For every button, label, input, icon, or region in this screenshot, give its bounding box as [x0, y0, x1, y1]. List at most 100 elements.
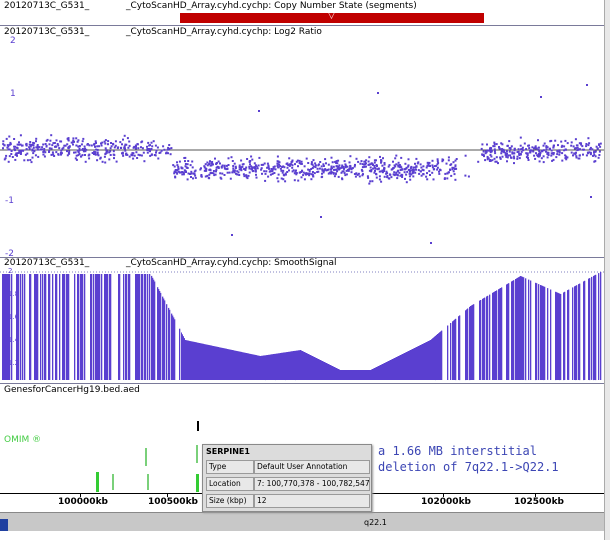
log2-point: [349, 164, 352, 167]
log2-point: [491, 159, 494, 162]
smooth-signal-bar: [419, 345, 420, 380]
smooth-signal-bar: [49, 274, 51, 380]
log2-point: [128, 140, 131, 143]
log2-point: [482, 153, 485, 156]
log2-point: [35, 137, 38, 140]
smooth-signal-bar: [260, 356, 261, 380]
chromosome-band-strip[interactable]: q22.1: [0, 512, 604, 531]
vertical-scrollbar[interactable]: [604, 0, 610, 540]
log2-point: [300, 160, 303, 163]
omim-feature[interactable]: [196, 474, 199, 492]
smooth-signal-bar: [420, 345, 421, 380]
log2-point: [382, 157, 384, 160]
smooth-signal-bar: [371, 369, 372, 380]
log2-point: [332, 172, 335, 175]
log2-point: [267, 175, 270, 178]
log2-point: [399, 174, 402, 177]
log2-point: [506, 160, 508, 163]
log2-ratio-plot[interactable]: [0, 26, 610, 258]
log2-point: [77, 154, 80, 157]
log2-point: [211, 162, 213, 165]
smooth-signal-bar: [479, 300, 481, 380]
log2-point: [518, 154, 521, 157]
log2-point: [588, 151, 591, 154]
smooth-signal-bar: [459, 315, 461, 381]
smooth-signal-bar: [274, 353, 275, 380]
log2-point: [78, 147, 81, 150]
smooth-signal-bar: [391, 359, 392, 380]
log2-points: [2, 84, 602, 244]
smooth-signal-bar: [282, 352, 283, 380]
smooth-signal-bar: [8, 274, 10, 380]
log2-point: [356, 173, 359, 176]
smooth-signal-bar: [3, 274, 5, 380]
popup-value: Default User Annotation: [254, 460, 370, 474]
smooth-signal-bar: [82, 274, 84, 380]
log2-point: [289, 163, 292, 166]
smooth-signal-bar: [413, 348, 414, 380]
log2-point: [550, 139, 553, 142]
log2-point: [500, 148, 503, 151]
smooth-signal-bar: [575, 285, 577, 381]
smooth-signal-bar: [300, 350, 301, 380]
omim-feature[interactable]: [96, 472, 99, 492]
smooth-signal-bar: [426, 342, 427, 380]
log2-point: [401, 176, 404, 178]
smooth-signal-bar: [405, 352, 406, 380]
log2-point: [14, 158, 17, 161]
log2-point: [355, 172, 358, 175]
log2-point: [28, 147, 31, 150]
smooth-signal-bar: [403, 353, 404, 380]
smooth-signal-bar: [344, 370, 345, 380]
log2-point: [96, 148, 99, 151]
smooth-signal-plot[interactable]: [0, 268, 610, 384]
omim-feature[interactable]: [147, 474, 149, 490]
smooth-signal-bar: [494, 291, 496, 380]
copy-number-segment-bar[interactable]: ▽: [180, 11, 484, 23]
smooth-signal-bar: [454, 319, 456, 380]
log2-point: [581, 145, 584, 148]
log2-point: [262, 163, 265, 166]
log2-point: [50, 147, 53, 150]
annotation-line-1: a 1.66 MB interstitial: [378, 444, 537, 458]
smooth-signal-bar: [563, 292, 565, 381]
log2-point: [452, 161, 455, 164]
log2-point: [341, 178, 344, 181]
axis-tick: [443, 493, 444, 497]
log2-point: [455, 167, 458, 170]
log2-point: [441, 160, 444, 163]
log2-point: [350, 171, 353, 174]
log2-point: [8, 148, 11, 151]
smooth-signal-bar: [327, 363, 328, 380]
log2-point: [255, 173, 257, 176]
omim-feature[interactable]: [196, 445, 198, 463]
log2-point: [232, 169, 235, 172]
log2-point: [305, 173, 307, 176]
log2-point: [397, 164, 400, 167]
log2-point: [394, 157, 397, 160]
log2-point: [96, 151, 99, 154]
smooth-signal-bar: [415, 347, 416, 380]
omim-feature[interactable]: [145, 448, 147, 466]
smooth-signal-bar: [598, 273, 600, 380]
log2-point: [365, 159, 368, 162]
smooth-signal-bar: [312, 356, 313, 380]
log2-point: [453, 173, 456, 176]
log2-point: [44, 143, 47, 145]
log2-point: [16, 154, 18, 157]
smooth-signal-bar: [392, 359, 393, 380]
smooth-signal-bar: [202, 343, 203, 380]
smooth-signal-bar: [536, 283, 538, 380]
log2-point: [502, 148, 505, 151]
log2-point: [308, 174, 311, 177]
log2-point: [140, 154, 143, 157]
smooth-signal-bar: [246, 353, 247, 380]
log2-point: [401, 168, 404, 171]
log2-track-title: _CytoScanHD_Array.cyhd.cychp: Log2 Ratio: [126, 27, 322, 37]
smooth-signal-bar: [2, 274, 4, 380]
log2-point: [539, 151, 542, 154]
omim-feature[interactable]: [112, 474, 114, 490]
scroll-handle[interactable]: [0, 519, 8, 531]
log2-point: [367, 163, 370, 166]
log2-point: [155, 149, 158, 152]
